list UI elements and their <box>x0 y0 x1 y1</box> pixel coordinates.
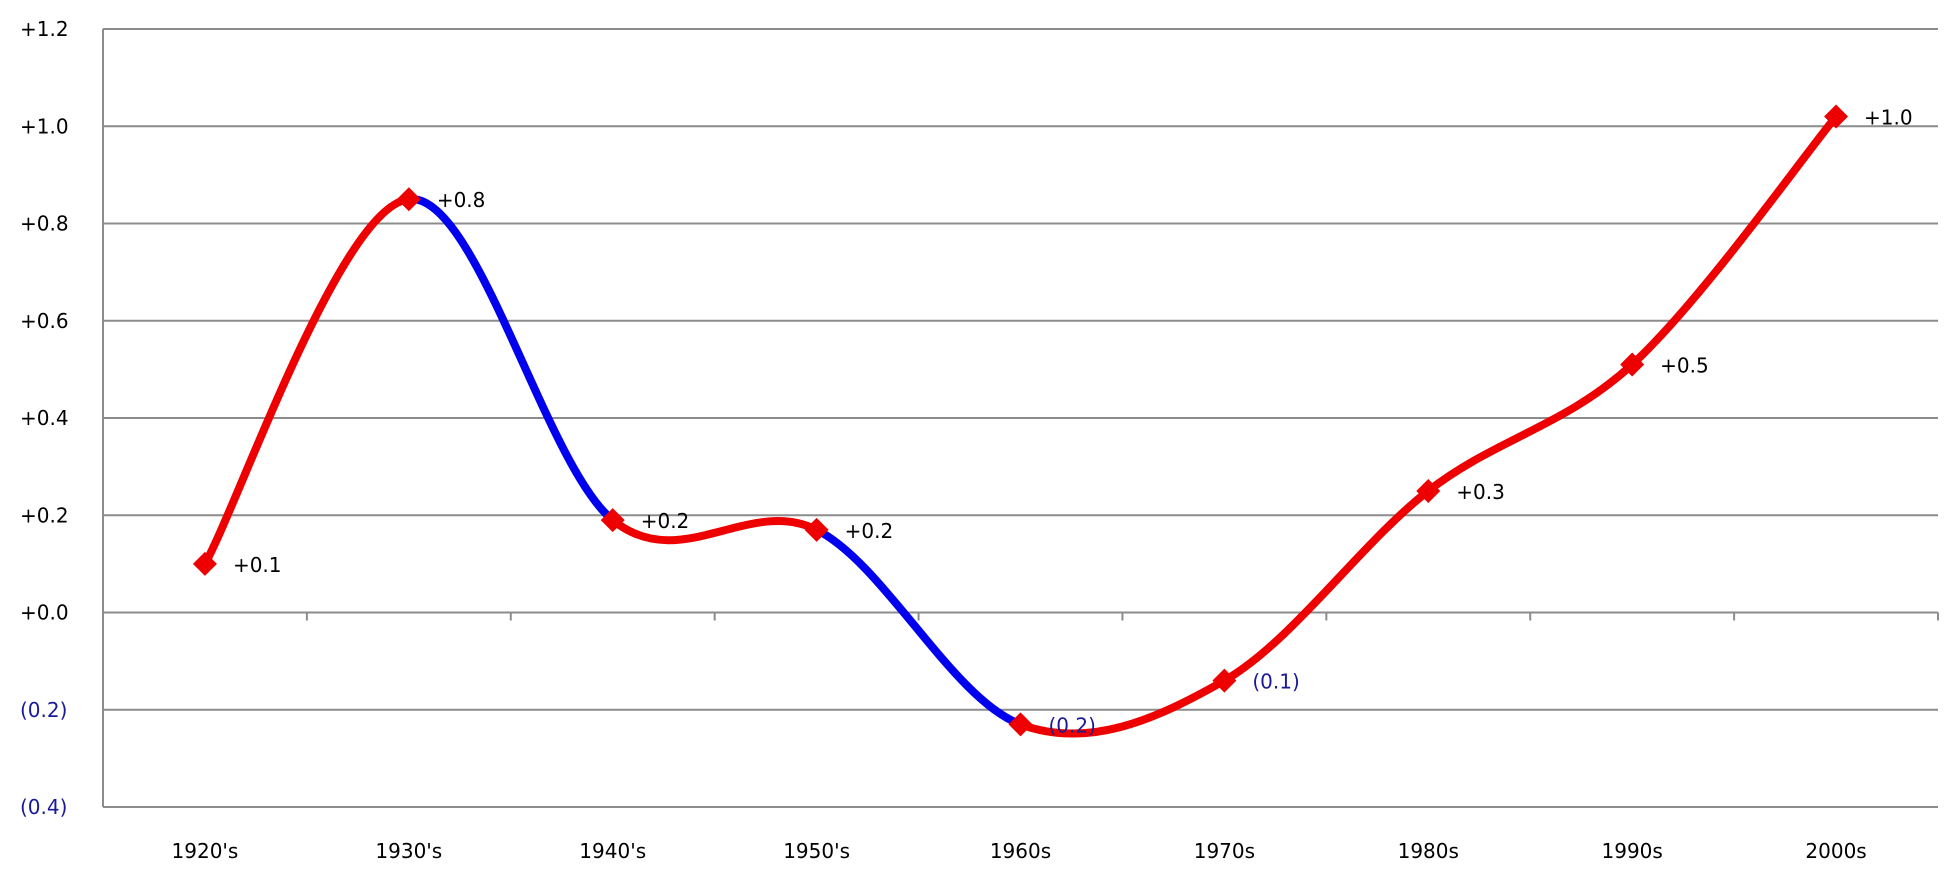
data-markers <box>192 104 1849 737</box>
data-label: +0.5 <box>1660 354 1709 378</box>
x-tick-label: 1980s <box>1398 839 1459 863</box>
axes <box>102 29 1939 807</box>
line-segment <box>1424 360 1637 495</box>
series-line <box>200 112 1841 738</box>
y-tick-label: (0.2) <box>20 698 67 722</box>
x-tick-label: 1990s <box>1602 839 1663 863</box>
line-segment <box>1628 112 1841 369</box>
y-tick-label: +0.8 <box>20 212 69 236</box>
x-tick-label: 1930's <box>375 839 442 863</box>
data-point-marker <box>804 517 829 542</box>
data-label: +1.0 <box>1864 106 1913 130</box>
line-segment <box>812 525 1025 729</box>
y-tick-label: +0.0 <box>20 601 69 625</box>
x-tick-label: 1950's <box>783 839 850 863</box>
line-segment <box>1016 676 1229 738</box>
x-axis-tick-labels: 1920's 1930's 1940's 1950's 1960s 1970s 1980s 1… <box>172 839 1867 863</box>
y-axis-tick-labels: +1.2 +1.0 +0.8 +0.6 +0.4 +0.2 +0.0 (0.2) (0.4) <box>20 17 69 819</box>
x-tick-label: 1940's <box>579 839 646 863</box>
line-segment <box>404 195 617 525</box>
data-point-marker <box>1824 104 1849 129</box>
line-segment <box>200 195 413 568</box>
x-tick-label: 2000s <box>1805 839 1866 863</box>
data-label: +0.1 <box>233 553 282 577</box>
y-tick-label: +0.2 <box>20 503 69 527</box>
data-label: +0.2 <box>845 519 894 543</box>
data-label: +0.3 <box>1456 480 1505 504</box>
data-point-marker <box>1212 668 1237 693</box>
data-label: (0.1) <box>1252 670 1299 694</box>
y-tick-label: +0.4 <box>20 406 69 430</box>
data-point-marker <box>396 187 421 212</box>
y-tick-label: +1.2 <box>20 17 69 41</box>
line-segment <box>1220 486 1433 685</box>
data-point-marker <box>1008 712 1033 737</box>
data-labels: +0.1 +0.8 +0.2 +0.2 (0.2) (0.1) +0.3 +0.5 +1.0 <box>233 106 1913 738</box>
y-tick-label: +0.6 <box>20 309 69 333</box>
y-tick-label: +1.0 <box>20 114 69 138</box>
data-point-marker <box>192 551 217 576</box>
data-point-marker <box>1620 352 1645 377</box>
x-tick-label: 1960s <box>990 839 1051 863</box>
data-label: +0.8 <box>437 188 486 212</box>
line-segment <box>608 516 821 545</box>
gridlines <box>103 28 1938 808</box>
y-tick-label: (0.4) <box>20 795 67 819</box>
data-label: +0.2 <box>641 509 690 533</box>
x-tick-label: 1970s <box>1194 839 1255 863</box>
data-label: (0.2) <box>1049 713 1096 737</box>
x-tick-label: 1920's <box>172 839 239 863</box>
data-point-marker <box>1416 478 1441 503</box>
data-point-marker <box>600 508 625 533</box>
